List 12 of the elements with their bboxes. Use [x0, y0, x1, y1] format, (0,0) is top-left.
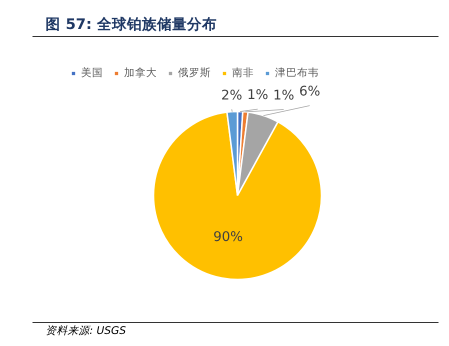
data-label: 90%: [213, 230, 243, 246]
legend-label: 加拿大: [124, 66, 157, 80]
legend-label: 美国: [81, 66, 103, 80]
text: 资料来源: USGS: [46, 324, 126, 337]
data-label: 2%: [221, 88, 242, 104]
data-label: 1%: [247, 88, 268, 104]
data-label: 6%: [299, 84, 320, 100]
chart-title: 图 57: 全球铂族储量分布: [46, 16, 217, 33]
legend-label: 津巴布韦: [275, 66, 319, 80]
data-label: 1%: [273, 88, 294, 104]
legend-label: 俄罗斯: [178, 66, 211, 80]
legend-label: 南非: [232, 66, 254, 80]
